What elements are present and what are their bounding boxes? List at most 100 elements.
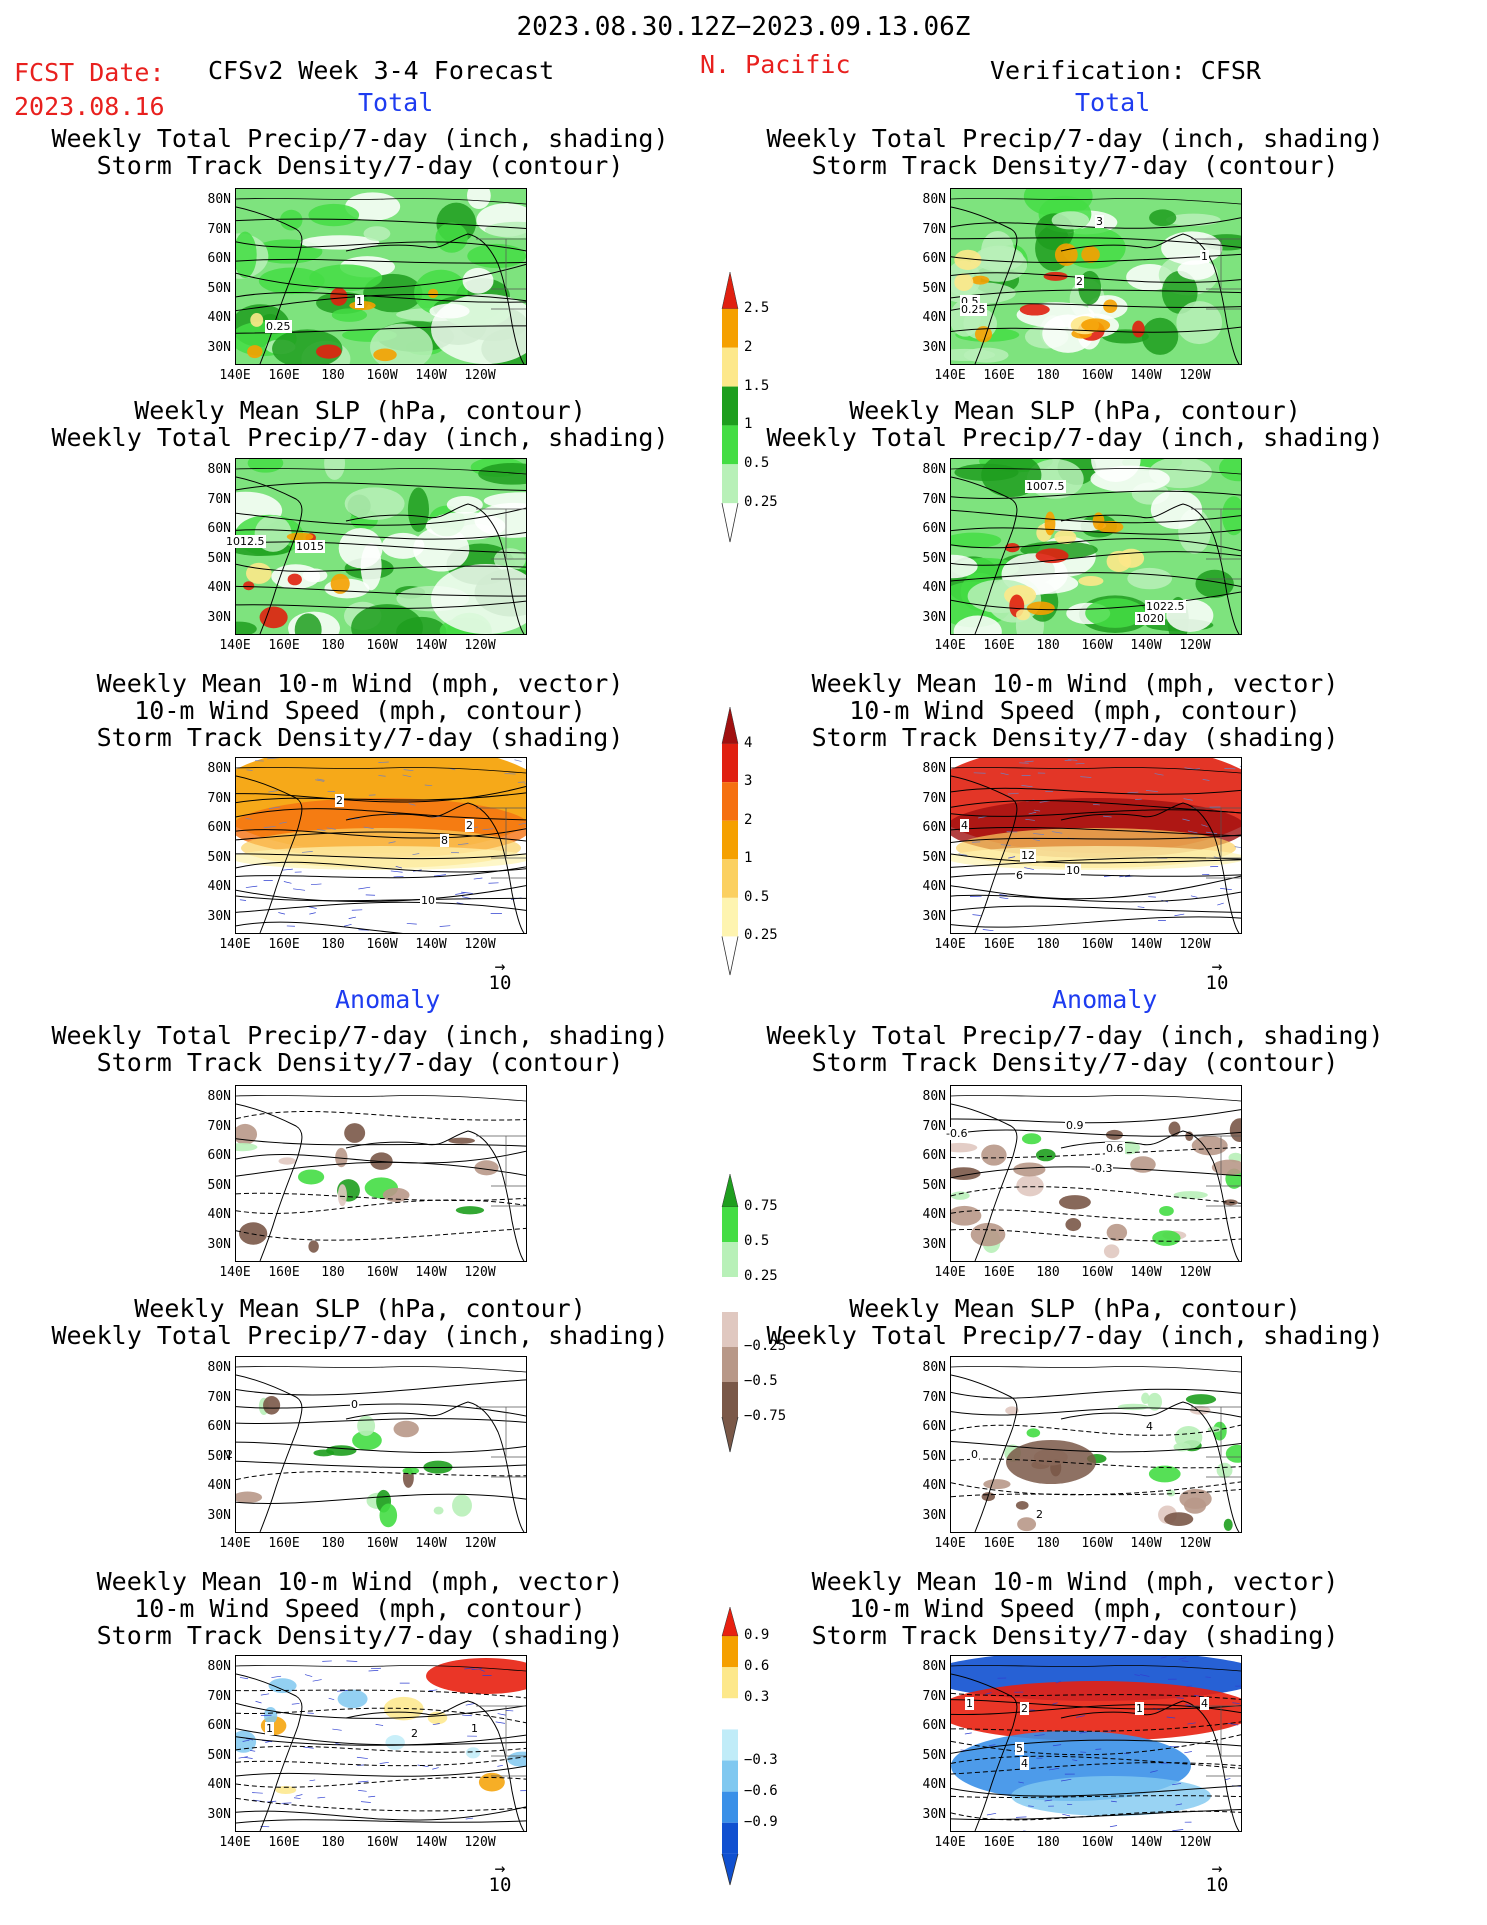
lon-tick-label: 140E	[934, 937, 966, 952]
panel-title-line: Storm Track Density/7-day (shading)	[96, 1621, 624, 1650]
colorbar-swatch	[722, 1277, 738, 1312]
fcst-date-value: 2023.08.16	[14, 92, 165, 121]
colorbar-label: 1	[744, 850, 753, 867]
lat-tick-label: 50N	[922, 849, 946, 865]
colorbar-label: −0.25	[744, 1338, 787, 1354]
lon-tick-label: 180	[1036, 1835, 1060, 1850]
panel-title-line: Weekly Mean SLP (hPa, contour)	[134, 1294, 586, 1323]
lat-tick-label: 80N	[207, 1089, 231, 1104]
lat-tick-label: 50N	[207, 550, 231, 566]
lat-tick-label: 80N	[922, 1089, 946, 1104]
colorbar-label: 2	[744, 811, 753, 828]
lat-tick-label: 60N	[922, 521, 946, 536]
colorbar-storm-anom: 0.9 0.6 0.3 −0.3 −0.6 −0.9	[720, 1605, 778, 1909]
lat-tick-label: 70N	[207, 1688, 231, 1704]
colorbar-swatch	[722, 1347, 738, 1382]
lon-tick-label: 140E	[219, 638, 251, 653]
colorbar-swatch	[722, 1207, 738, 1242]
colorbar-swatch	[722, 782, 738, 821]
map-plot	[950, 458, 1242, 635]
lon-tick-label: 140E	[219, 1265, 251, 1280]
panel-title-line: 10-m Wind Speed (mph, contour)	[849, 1594, 1301, 1623]
lat-tick-label: 40N	[207, 1478, 231, 1493]
lat-tick-label: 30N	[207, 1507, 231, 1523]
lon-tick-label: 120W	[464, 368, 496, 383]
lon-tick-label: 140E	[934, 1835, 966, 1850]
lon-tick-label: 120W	[1179, 1265, 1211, 1280]
panel-title-line: Storm Track Density/7-day (shading)	[811, 1621, 1339, 1650]
lat-tick-label: 40N	[922, 1777, 946, 1792]
lon-tick-label: 160E	[268, 937, 300, 952]
lat-tick-label: 80N	[207, 1659, 231, 1674]
colorbar-swatch	[721, 936, 739, 976]
panel-title-line: Storm Track Density/7-day (contour)	[96, 151, 624, 180]
panel-title-line: Weekly Total Precip/7-day (inch, shading…	[766, 1021, 1384, 1050]
lat-tick-label: 60N	[207, 251, 231, 266]
colorbar-swatches	[721, 1606, 739, 1886]
colorbar-storm-total: 4 3 2 1 0.5 0.25	[720, 705, 778, 999]
lon-tick-label: 140E	[934, 1265, 966, 1280]
colorbar-swatch	[721, 1173, 739, 1208]
lat-tick-label: 50N	[922, 1177, 946, 1193]
panel-title-line: 10-m Wind Speed (mph, contour)	[134, 1594, 586, 1623]
lon-tick-label: 140E	[934, 368, 966, 383]
lat-tick-label: 70N	[922, 1118, 946, 1134]
map-canvas	[951, 459, 1241, 634]
lon-tick-label: 180	[1036, 1265, 1060, 1280]
contour-label: 1007.5	[1025, 480, 1066, 493]
colorbar-swatch	[722, 1729, 738, 1761]
panel-title: Weekly Mean 10-m Wind (mph, vector) 10-m …	[0, 1568, 720, 1649]
lon-tick-label: 160E	[983, 1835, 1015, 1850]
colorbar-swatch	[722, 1382, 738, 1417]
lon-tick-label: 140E	[934, 1536, 966, 1551]
colorbar-label: 4	[744, 734, 753, 751]
lat-tick-label: 70N	[207, 1389, 231, 1405]
map-plot	[950, 1655, 1242, 1832]
colorbar-label: 1.5	[744, 377, 770, 394]
lat-tick-label: 70N	[207, 491, 231, 507]
map-plot	[235, 1085, 527, 1262]
colorbar-swatch	[722, 464, 738, 504]
contour-label: 1	[1200, 250, 1209, 263]
panel-title: Weekly Mean 10-m Wind (mph, vector) 10-m …	[0, 670, 720, 751]
map-canvas	[951, 1656, 1241, 1831]
lon-tick-label: 140W	[1130, 368, 1162, 383]
colorbar-swatch	[721, 503, 739, 543]
map-canvas	[951, 758, 1241, 933]
map-plot	[950, 757, 1242, 934]
map-plot	[950, 1356, 1242, 1533]
panel-title: Weekly Mean SLP (hPa, contour) Weekly Tot…	[0, 1295, 720, 1349]
contour-label: 0	[970, 1448, 979, 1461]
panel-title: Weekly Total Precip/7-day (inch, shading…	[715, 125, 1435, 179]
colorbar-label: 0.75	[744, 1198, 778, 1214]
lat-tick-label: 70N	[207, 790, 231, 806]
vector-ref-right-top: → 10	[1205, 956, 1229, 995]
lon-tick-label: 160E	[983, 368, 1015, 383]
lat-tick-label: 30N	[922, 609, 946, 625]
panel-title-line: Weekly Total Precip/7-day (inch, shading…	[51, 1021, 669, 1050]
lon-tick-label: 140W	[415, 368, 447, 383]
region-label: N. Pacific	[700, 50, 851, 79]
lat-tick-label: 60N	[922, 251, 946, 266]
contour-label: 4	[1145, 1420, 1154, 1433]
colorbar-label: 0.6	[744, 1658, 770, 1675]
map-plot	[235, 188, 527, 365]
lon-tick-label: 140W	[1130, 638, 1162, 653]
colorbar-swatch	[722, 1760, 738, 1792]
lon-tick-label: 120W	[1179, 638, 1211, 653]
contour-label: 2	[225, 1448, 234, 1461]
vector-ref-left-top: → 10	[488, 956, 512, 995]
colorbar-swatch	[722, 897, 738, 937]
contour-label: 2	[1075, 275, 1084, 288]
lat-tick-label: 30N	[207, 1806, 231, 1822]
lon-tick-label: 160W	[1081, 1536, 1113, 1551]
lon-tick-label: 160W	[1081, 1265, 1113, 1280]
colorbar-swatch	[722, 1791, 738, 1823]
lon-tick-label: 180	[321, 1835, 345, 1850]
lat-tick-label: 40N	[922, 879, 946, 894]
contour-label: 0.9	[1065, 1119, 1085, 1132]
lon-tick-label: 120W	[464, 638, 496, 653]
contour-label: 8	[440, 834, 449, 847]
contour-label: 2	[1020, 1702, 1029, 1715]
panel-title: Weekly Mean 10-m Wind (mph, vector) 10-m …	[715, 1568, 1435, 1649]
